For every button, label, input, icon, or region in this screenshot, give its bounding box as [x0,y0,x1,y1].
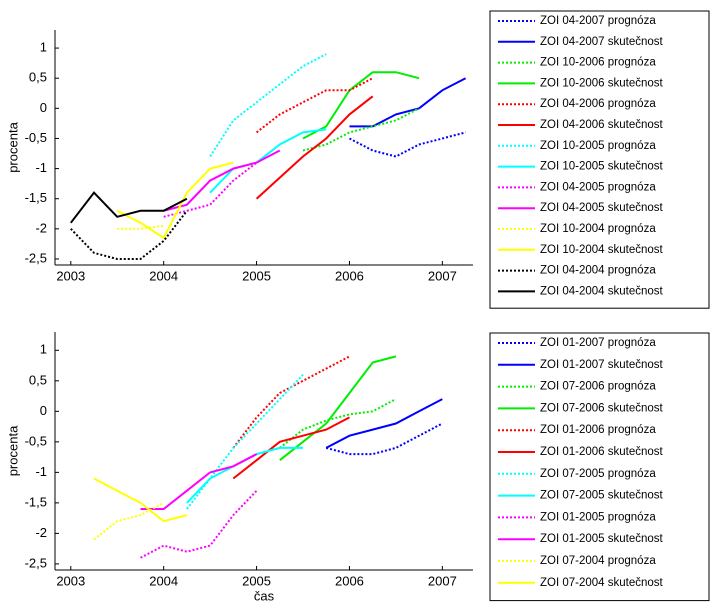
series-line [279,355,397,461]
y-tick-label: -1 [35,464,47,479]
series-line [255,95,374,200]
series-line [349,77,467,128]
series-line [255,77,374,134]
y-axis-label: procenta [5,121,20,172]
y-tick-label: -1,5 [25,494,47,509]
series-line [140,490,258,559]
legend-label: ZOI 10-2004 prognóza [540,223,656,235]
series-line [93,477,188,523]
series-line [209,53,327,158]
y-tick-label: 1 [40,40,47,55]
series-line [163,149,281,212]
y-tick-label: -0,5 [25,130,47,145]
x-tick-label: 2006 [335,573,364,588]
series-line [302,71,420,140]
legend-label: ZOI 01-2007 prognóza [540,337,656,349]
legend-label: ZOI 07-2005 prognóza [540,468,656,480]
legend-label: ZOI 10-2006 skutečnost [540,77,664,89]
y-tick-label: 0 [40,403,47,418]
y-tick-label: 0,5 [29,372,47,387]
legend-label: ZOI 07-2006 prognóza [540,381,656,393]
legend-label: ZOI 01-2006 prognóza [540,424,656,436]
legend-label: ZOI 04-2005 skutečnost [540,202,664,214]
y-tick-label: 0 [40,100,47,115]
legend-label: ZOI 04-2005 prognóza [540,181,656,193]
x-axis-label: čas [254,588,275,603]
legend-label: ZOI 04-2004 skutečnost [540,285,664,297]
series-line [279,398,397,449]
legend-label: ZOI 07-2004 skutečnost [540,577,664,589]
y-tick-label: -1,5 [25,190,47,205]
legend-label: ZOI 04-2007 prognóza [540,15,656,27]
x-tick-label: 2005 [242,268,271,283]
legend-label: ZOI 07-2005 skutečnost [540,490,664,502]
legend-label: ZOI 07-2004 prognóza [540,555,656,567]
legend-label: ZOI 04-2004 prognóza [540,265,656,277]
legend-label: ZOI 10-2005 skutečnost [540,161,664,173]
y-tick-label: -1 [35,160,47,175]
y-axis-label: procenta [5,425,20,476]
series-line [116,161,234,240]
x-tick-label: 2004 [149,573,178,588]
legend-label: ZOI 01-2006 skutečnost [540,446,664,458]
legend-label: ZOI 04-2006 skutečnost [540,119,664,131]
legend-label: ZOI 10-2006 prognóza [540,57,656,69]
legend-label: ZOI 01-2007 skutečnost [540,359,664,371]
legend-label: ZOI 01-2005 skutečnost [540,533,664,545]
x-tick-label: 2006 [335,268,364,283]
series-line [349,131,466,158]
legend-label: ZOI 01-2005 prognóza [540,511,656,523]
y-tick-label: -2 [35,525,47,540]
series-line [209,128,327,194]
y-tick-label: 1 [40,342,47,357]
x-tick-label: 2004 [149,268,178,283]
legend-label: ZOI 10-2004 skutečnost [540,244,664,256]
legend-label: ZOI 04-2006 prognóza [540,98,656,110]
series-line [70,191,188,224]
series-line [232,355,350,449]
legend: ZOI 04-2007 prognóza ZOI 04-2007 skutečno… [498,15,664,297]
series-line [140,453,258,510]
legend-box [489,332,710,602]
series-line [93,502,165,541]
y-tick-label: -2,5 [25,250,47,265]
series-line [186,374,304,510]
series-line [70,210,188,260]
x-tick-label: 2007 [428,268,457,283]
x-tick-label: 2003 [56,268,85,283]
y-tick-label: -2,5 [25,555,47,570]
y-tick-label: -0,5 [25,433,47,448]
legend-box [489,10,710,309]
series-line [325,398,443,449]
x-tick-label: 2005 [242,573,271,588]
legend-label: ZOI 07-2006 skutečnost [540,402,664,414]
y-tick-label: -2 [35,220,47,235]
x-tick-label: 2007 [428,573,457,588]
x-tick-label: 2003 [56,573,85,588]
series-line [325,422,443,456]
legend: ZOI 01-2007 prognóza ZOI 01-2007 skutečno… [498,337,664,589]
legend-label: ZOI 04-2007 skutečnost [540,36,664,48]
series-line [117,224,164,230]
y-tick-label: 0,5 [29,70,47,85]
series-line [232,416,350,480]
legend-label: ZOI 10-2005 prognóza [540,140,656,152]
